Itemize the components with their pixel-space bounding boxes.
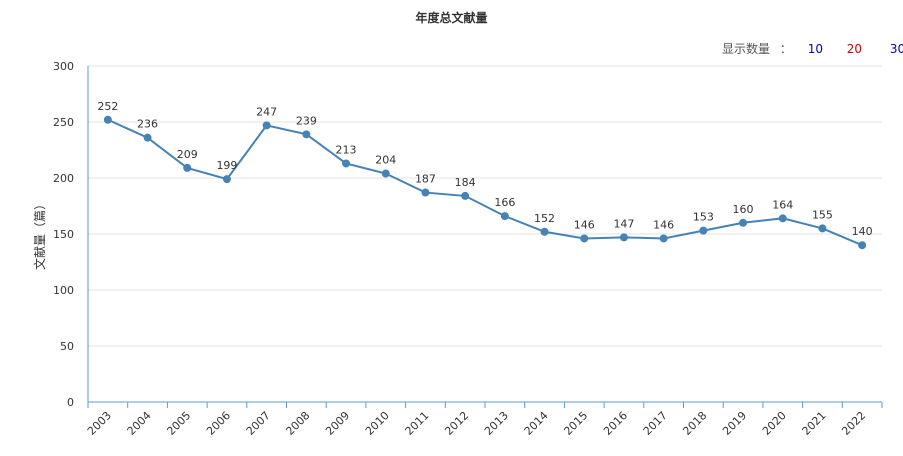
- x-tick-label: 2014: [522, 409, 551, 438]
- x-tick-label: 2005: [164, 409, 193, 438]
- x-tick-label: 2017: [641, 409, 670, 438]
- data-label: 155: [812, 208, 833, 221]
- data-label: 147: [613, 217, 634, 230]
- x-tick-label: 2015: [561, 409, 590, 438]
- data-point: [619, 233, 628, 242]
- x-tick-label: 2013: [482, 409, 511, 438]
- y-tick-label: 150: [53, 228, 74, 241]
- data-point: [778, 214, 787, 223]
- y-tick-label: 50: [60, 340, 74, 353]
- data-label: 199: [216, 159, 237, 172]
- data-label: 187: [415, 173, 436, 186]
- data-label: 209: [177, 148, 198, 161]
- data-point: [461, 191, 470, 200]
- data-label: 146: [653, 218, 674, 231]
- data-point: [381, 169, 390, 178]
- data-label: 140: [852, 225, 873, 238]
- y-axis-label: 文献量（篇）: [32, 198, 47, 270]
- data-label: 213: [336, 143, 357, 156]
- x-tick-label: 2010: [363, 409, 392, 438]
- x-tick-label: 2018: [680, 409, 709, 438]
- x-tick-label: 2022: [839, 409, 868, 438]
- display-count-selector: 显示数量 ： 10 20 30: [722, 40, 903, 57]
- data-point: [500, 212, 509, 221]
- display-count-separator: ：: [779, 42, 792, 56]
- data-label: 164: [772, 198, 793, 211]
- data-label: 166: [494, 196, 515, 209]
- display-count-label: 显示数量: [722, 42, 771, 56]
- x-tick-label: 2007: [244, 409, 273, 438]
- data-point: [818, 224, 827, 233]
- y-tick-label: 0: [67, 396, 74, 409]
- data-label: 252: [97, 100, 118, 113]
- data-point: [699, 226, 708, 235]
- x-tick-label: 2009: [323, 409, 352, 438]
- data-point: [143, 133, 152, 142]
- x-tick-label: 2020: [760, 409, 789, 438]
- x-tick-label: 2019: [720, 409, 749, 438]
- x-tick-label: 2008: [283, 409, 312, 438]
- data-label: 247: [256, 105, 277, 118]
- display-count-option-30[interactable]: 30: [889, 42, 903, 56]
- data-point: [580, 234, 589, 243]
- chart-title: 年度总文献量: [415, 11, 488, 25]
- data-label: 146: [574, 218, 595, 231]
- data-label: 236: [137, 118, 158, 131]
- y-tick-label: 250: [53, 116, 74, 129]
- data-label: 152: [534, 212, 555, 225]
- data-point: [659, 234, 668, 243]
- x-tick-label: 2006: [204, 409, 233, 438]
- data-label: 204: [375, 154, 396, 167]
- display-count-option-10[interactable]: 10: [807, 42, 823, 56]
- display-count-option-20[interactable]: 20: [846, 42, 863, 56]
- data-point: [342, 159, 351, 168]
- data-point: [262, 121, 271, 130]
- x-tick-label: 2011: [403, 409, 432, 438]
- data-label: 153: [693, 211, 714, 224]
- y-tick-label: 300: [53, 60, 74, 73]
- x-tick-label: 2003: [85, 409, 114, 438]
- data-point: [739, 218, 748, 227]
- data-point: [302, 130, 311, 139]
- data-label: 239: [296, 114, 317, 127]
- data-point: [540, 227, 549, 236]
- x-tick-label: 2004: [125, 409, 154, 438]
- data-point: [222, 175, 231, 184]
- x-tick-label: 2016: [601, 409, 630, 438]
- data-point: [858, 241, 867, 250]
- data-label: 184: [455, 176, 476, 189]
- data-label: 160: [733, 203, 754, 216]
- y-tick-label: 200: [53, 172, 74, 185]
- data-point: [103, 115, 112, 124]
- data-point: [183, 163, 192, 172]
- x-tick-label: 2012: [442, 409, 471, 438]
- data-point: [421, 188, 430, 197]
- series-line: [107, 118, 863, 247]
- y-tick-label: 100: [53, 284, 74, 297]
- x-tick-label: 2021: [800, 409, 829, 438]
